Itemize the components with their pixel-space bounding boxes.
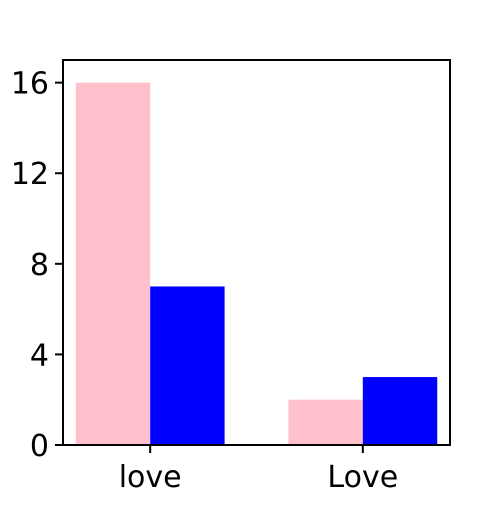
plot-frame [62,59,451,446]
x-axis: love Love [119,445,398,495]
y-tick-label: 8 [30,248,49,283]
bar-series-0-love [75,82,151,445]
x-tick-label: love [119,460,182,495]
y-tick-label: 4 [30,338,49,373]
bars [75,82,438,445]
y-tick-label: 12 [11,157,49,192]
bar-series-1-love [150,286,225,445]
y-tick-label: 0 [30,429,49,464]
x-tick-label: Love [327,460,398,495]
bar-series-1-love [362,377,438,445]
y-tick-label: 16 [11,67,49,102]
bar-series-0-love [288,399,363,445]
y-axis: 0 4 8 12 16 [11,67,63,464]
